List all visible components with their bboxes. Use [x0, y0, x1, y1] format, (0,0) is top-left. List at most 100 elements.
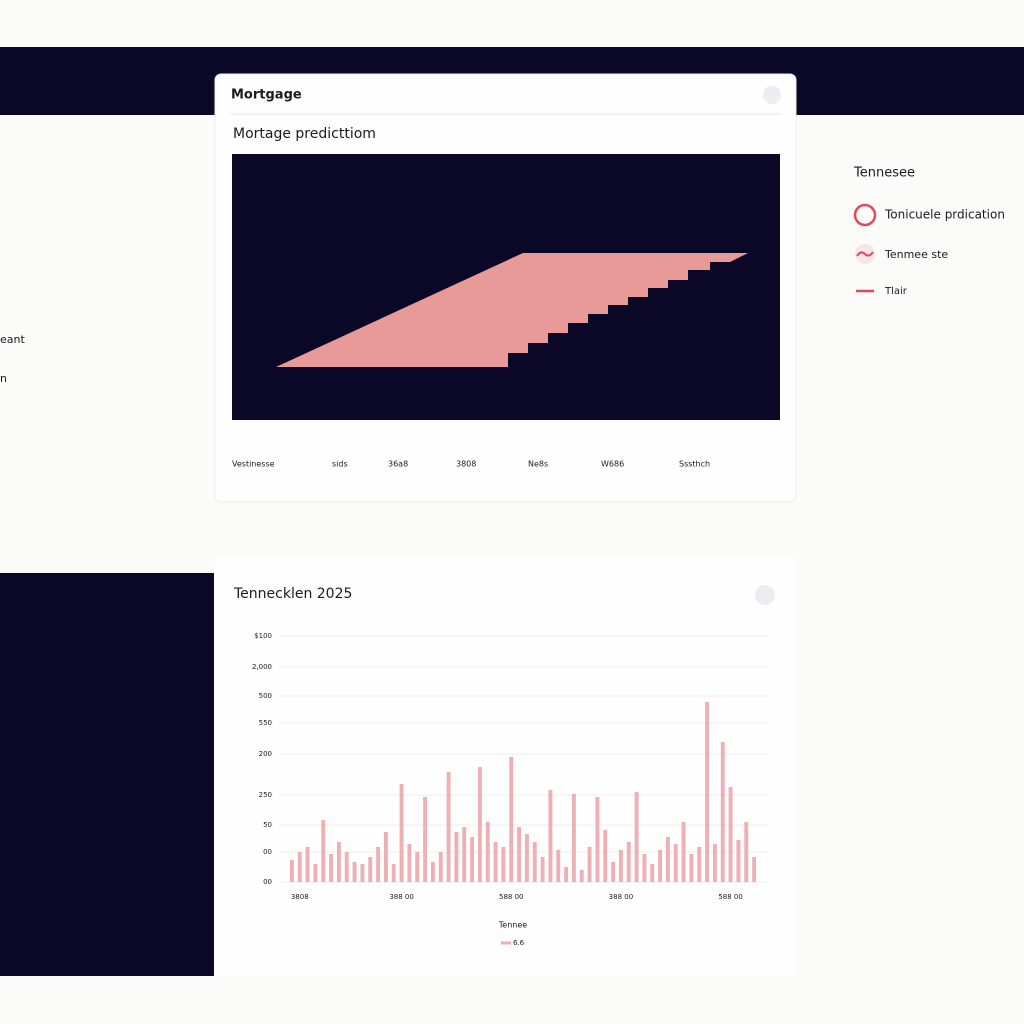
bar [313, 864, 318, 882]
bar [697, 847, 702, 882]
legend-label: 6.6 [513, 939, 525, 947]
bar [477, 767, 482, 882]
bar [728, 787, 733, 882]
bar [423, 797, 428, 882]
bar [517, 827, 522, 882]
y-tick-label: $100 [254, 632, 272, 640]
bottom-card [215, 558, 796, 976]
bar [712, 844, 717, 882]
y-tick-label: 00 [263, 878, 272, 886]
y-tick-label: 2,000 [252, 663, 272, 671]
bar [658, 850, 663, 882]
bar [587, 847, 592, 882]
bar [548, 790, 553, 882]
side-icon [856, 251, 874, 257]
side-icon [853, 203, 877, 227]
chart-title: Mortage predicttiom [233, 126, 376, 142]
bar [485, 822, 490, 882]
y-tick-label: 200 [259, 750, 272, 758]
bar [407, 844, 412, 882]
bar [595, 797, 600, 882]
x-label: sids [332, 460, 348, 469]
bar [368, 857, 373, 882]
bar [470, 837, 475, 882]
bar [626, 842, 631, 882]
bar [532, 842, 537, 882]
x-label: Sssthch [679, 460, 710, 469]
chart-title: Tennecklen 2025 [233, 586, 352, 602]
x-tick-label: 388 00 [389, 893, 414, 901]
bar [752, 857, 757, 882]
y-tick-label: 500 [259, 692, 272, 700]
bar [524, 834, 529, 882]
bar [650, 864, 655, 882]
bar [383, 832, 388, 882]
bar [454, 832, 459, 882]
bar [642, 854, 647, 882]
x-tick-label: 3808 [291, 893, 309, 901]
bar [689, 854, 694, 882]
left-fragment: eant [0, 333, 25, 346]
bar [736, 840, 741, 882]
x-tick-label: 388 00 [609, 893, 634, 901]
bar [446, 772, 451, 882]
bar [603, 830, 608, 882]
bar [344, 852, 349, 882]
bar [744, 822, 749, 882]
bar [634, 792, 639, 882]
bar [501, 847, 506, 882]
y-tick-label: 250 [259, 791, 272, 799]
side-item[interactable]: Tenmee ste [884, 248, 948, 261]
y-tick-label: 50 [263, 821, 272, 829]
bar [540, 857, 545, 882]
bar [336, 842, 341, 882]
bar [438, 852, 443, 882]
bar [399, 784, 404, 882]
bar [665, 837, 670, 882]
card-icon[interactable] [763, 86, 781, 104]
left-panel [0, 573, 214, 976]
x-tick-label: 588 00 [718, 893, 743, 901]
bar [681, 822, 686, 882]
card-title: Mortgage [231, 88, 302, 103]
left-fragment: n [0, 372, 7, 385]
bar [321, 820, 326, 882]
x-label: W686 [601, 460, 624, 469]
prediction-shape [276, 253, 748, 367]
bar [297, 852, 302, 882]
x-label: 3808 [456, 460, 476, 469]
bar [352, 862, 357, 882]
bar [509, 757, 514, 882]
bar [611, 862, 616, 882]
bar [579, 870, 584, 882]
side-title: Tennesee [853, 166, 915, 181]
side-item[interactable]: Tonicuele prdication [884, 208, 1005, 222]
bar [705, 702, 710, 882]
bar [673, 844, 678, 882]
bar [360, 864, 365, 882]
bar [618, 850, 623, 882]
x-label: 36a8 [388, 460, 408, 469]
bar [391, 864, 396, 882]
bar [462, 827, 467, 882]
bar [430, 862, 435, 882]
bar [376, 847, 381, 882]
bar [415, 852, 420, 882]
x-label: Ne8s [528, 460, 548, 469]
bar [329, 854, 334, 882]
y-tick-label: 00 [263, 848, 272, 856]
bar [289, 860, 294, 882]
x-tick-label: 588 00 [499, 893, 524, 901]
card-icon[interactable] [755, 585, 775, 605]
bar [493, 842, 498, 882]
bar [556, 850, 561, 882]
side-item[interactable]: Tlair [884, 286, 908, 297]
bar [720, 742, 725, 882]
bar [305, 847, 310, 882]
bar [571, 794, 576, 882]
bar [564, 867, 569, 882]
x-label: Vestinesse [232, 460, 275, 469]
x-axis-label: Tennee [498, 921, 528, 930]
